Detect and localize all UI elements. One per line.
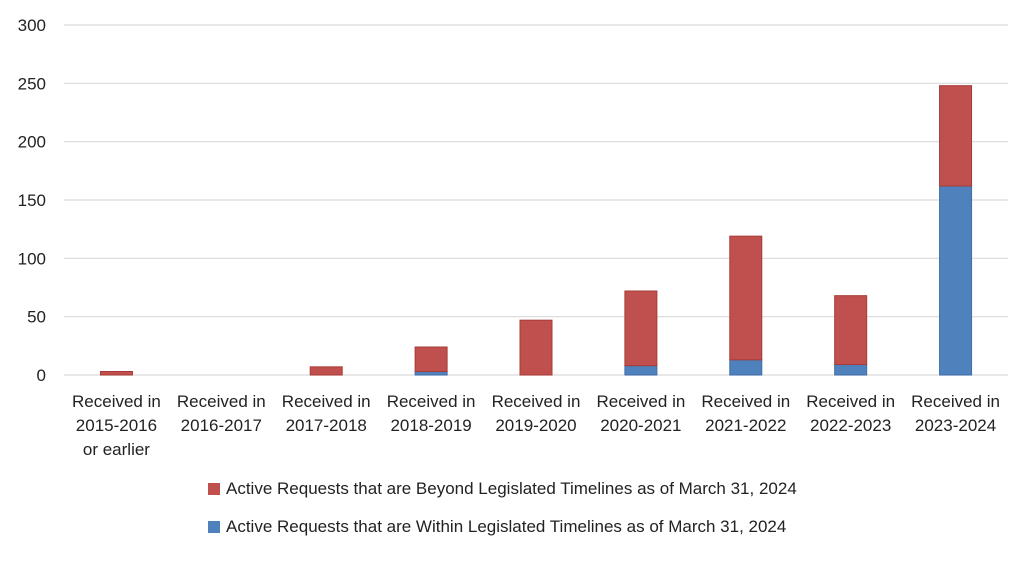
category-label-line: Received in bbox=[911, 392, 1000, 411]
category-label-line: 2018-2019 bbox=[390, 416, 471, 435]
bar-segment-beyond-7 bbox=[834, 295, 868, 365]
category-label-line: or earlier bbox=[83, 440, 150, 459]
bar-segment-beyond-4 bbox=[519, 319, 553, 376]
y-axis-tick-labels: 0 50 100 150 200 250 300 bbox=[18, 16, 46, 385]
category-label-line: 2019-2020 bbox=[495, 416, 576, 435]
category-label-line: Received in bbox=[701, 392, 790, 411]
category-label-line: Received in bbox=[72, 392, 161, 411]
bar-segment-within-5 bbox=[624, 365, 658, 376]
y-tick-label: 300 bbox=[18, 16, 46, 35]
category-label: Received in 2017-2018 bbox=[282, 392, 371, 435]
category-label-line: 2016-2017 bbox=[181, 416, 262, 435]
category-label: Received in 2022-2023 bbox=[806, 392, 895, 435]
bar-segment-beyond-5 bbox=[624, 290, 658, 367]
gridlines bbox=[64, 24, 1008, 376]
legend-swatch-beyond bbox=[208, 483, 220, 495]
y-tick-label: 0 bbox=[37, 366, 46, 385]
legend-swatch-within bbox=[208, 521, 220, 533]
bar-segment-beyond-2 bbox=[309, 366, 343, 376]
bar-segment-beyond-3 bbox=[414, 346, 448, 372]
category-label-line: 2017-2018 bbox=[286, 416, 367, 435]
legend-label-beyond: Active Requests that are Beyond Legislat… bbox=[226, 479, 797, 498]
y-tick-label: 250 bbox=[18, 74, 46, 93]
category-label-line: Received in bbox=[596, 392, 685, 411]
category-label: Received in 2016-2017 bbox=[177, 392, 266, 435]
category-label-line: 2015-2016 bbox=[76, 416, 157, 435]
category-label-line: 2021-2022 bbox=[705, 416, 786, 435]
bar-segment-within-3 bbox=[414, 371, 448, 376]
bars bbox=[99, 85, 973, 376]
category-label: Received in 2018-2019 bbox=[387, 392, 476, 435]
category-label: Received in 2019-2020 bbox=[492, 392, 581, 435]
bar-segment-beyond-0 bbox=[99, 371, 133, 376]
category-label-line: Received in bbox=[492, 392, 581, 411]
category-label: Received in 2021-2022 bbox=[701, 392, 790, 435]
category-label-line: Received in bbox=[387, 392, 476, 411]
bar-segment-within-7 bbox=[834, 364, 868, 376]
category-label: Received in 2023-2024 bbox=[911, 392, 1000, 435]
category-label-line: Received in bbox=[806, 392, 895, 411]
category-label: Received in 2020-2021 bbox=[596, 392, 685, 435]
category-label-line: Received in bbox=[282, 392, 371, 411]
bar-segment-beyond-6 bbox=[729, 235, 763, 361]
category-label-line: 2023-2024 bbox=[915, 416, 996, 435]
category-label: Received in 2015-2016 or earlier bbox=[72, 392, 161, 459]
y-tick-label: 150 bbox=[18, 191, 46, 210]
bar-segment-within-6 bbox=[729, 359, 763, 376]
category-label-line: 2020-2021 bbox=[600, 416, 681, 435]
bar-segment-within-8 bbox=[939, 185, 973, 376]
category-label-line: Received in bbox=[177, 392, 266, 411]
y-tick-label: 200 bbox=[18, 133, 46, 152]
category-label-line: 2022-2023 bbox=[810, 416, 891, 435]
legend: Active Requests that are Beyond Legislat… bbox=[208, 479, 797, 536]
bar-segment-beyond-8 bbox=[939, 85, 973, 187]
legend-label-within: Active Requests that are Within Legislat… bbox=[226, 517, 786, 536]
y-tick-label: 100 bbox=[18, 249, 46, 268]
y-tick-label: 50 bbox=[27, 308, 46, 327]
